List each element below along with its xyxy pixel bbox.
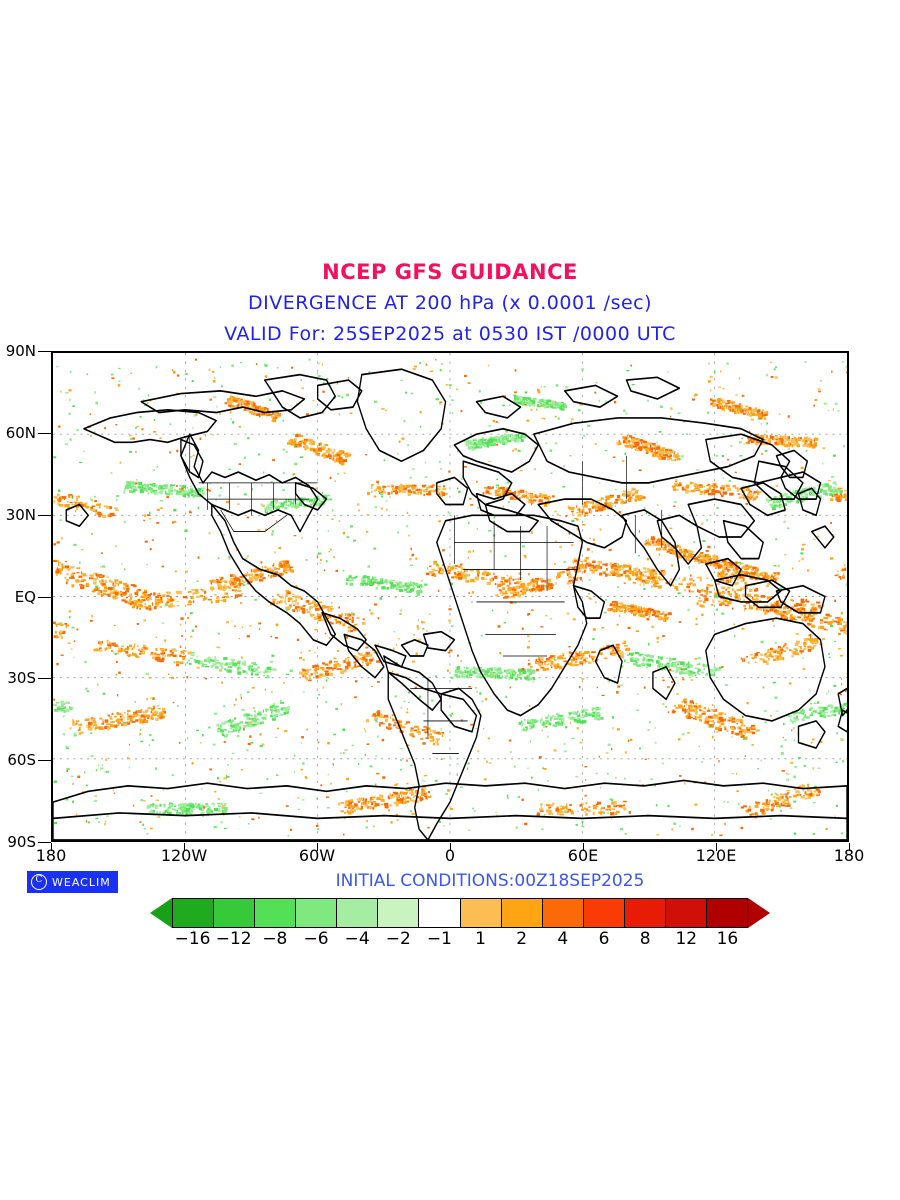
x-axis-tick (317, 843, 318, 851)
x-axis-tick (51, 843, 52, 851)
colorbar-tick-label: −6 (303, 929, 329, 949)
valid-time-label: VALID For: 25SEP2025 at 0530 IST /0000 U… (224, 323, 676, 345)
x-axis-label: 0 (444, 846, 456, 865)
colorbar-segment (541, 898, 583, 928)
colorbar-tick-label: 6 (598, 929, 610, 949)
colorbar-segment (172, 898, 214, 928)
colorbar-segment (623, 898, 665, 928)
colorbar-over-arrow (748, 898, 770, 928)
colorbar-tick-label: −4 (344, 929, 370, 949)
x-axis-tick (450, 843, 451, 851)
colorbar-tick-label: 8 (639, 929, 651, 949)
map-plot-area (51, 351, 849, 842)
copyright-icon: C (31, 874, 47, 890)
y-axis-tick (38, 678, 51, 680)
y-axis-label: 90S (7, 833, 36, 851)
x-axis-label: 180 (833, 846, 865, 865)
colorbar-tick-label: −16 (174, 929, 211, 949)
y-axis-label: 90N (5, 342, 36, 360)
colorbar-tick-label: −12 (215, 929, 252, 949)
colorbar-segment (582, 898, 624, 928)
colorbar-tick-labels: −16 −12 −8 −6 −4 −2 −1 1 2 4 6 8 12 16 (150, 929, 770, 953)
coastlines (53, 368, 847, 840)
colorbar-tick-label: 4 (557, 929, 569, 949)
colorbar-segment (706, 898, 749, 928)
colorbar-tick-label: 16 (716, 929, 739, 949)
colorbar-segment (336, 898, 378, 928)
colorbar-segment (459, 898, 501, 928)
colorbar: −16 −12 −8 −6 −4 −2 −1 1 2 4 6 8 12 16 (150, 898, 770, 954)
x-axis-label: 120W (160, 846, 208, 865)
colorbar-segments (172, 898, 749, 928)
y-axis-tick (38, 514, 51, 516)
colorbar-segment (254, 898, 296, 928)
colorbar-tick-label: 12 (675, 929, 698, 949)
y-axis-tick (38, 760, 51, 762)
colorbar-under-arrow (150, 898, 172, 928)
colorbar-tick-label: −8 (262, 929, 288, 949)
x-axis-label: 60E (567, 846, 599, 865)
x-axis-label: 180 (35, 846, 67, 865)
y-axis-tick (38, 596, 51, 598)
weaclim-label: WEACLIM (52, 875, 111, 889)
y-axis-label: 60N (5, 423, 36, 442)
y-axis-tick (38, 842, 51, 843)
world-map (53, 353, 847, 840)
colorbar-tick-label: 1 (475, 929, 486, 949)
x-axis-tick (849, 843, 850, 851)
initial-conditions-label: INITIAL CONDITIONS:00Z18SEP2025 (335, 871, 645, 891)
chart-subtitle: DIVERGENCE AT 200 hPa (x 0.0001 /sec) (247, 292, 653, 314)
x-axis-tick (716, 843, 717, 851)
y-axis-label: EQ (14, 587, 36, 606)
colorbar-segment (418, 898, 460, 928)
x-axis-tick (184, 843, 185, 851)
x-axis-label: 120E (695, 846, 737, 865)
y-axis-label: 30N (5, 505, 36, 524)
page-title: NCEP GFS GUIDANCE (322, 260, 578, 284)
colorbar-segment (295, 898, 337, 928)
x-axis-tick (583, 843, 584, 851)
y-axis-label: 30S (7, 669, 36, 688)
y-axis-tick (38, 432, 51, 434)
country-borders (189, 434, 663, 754)
weaclim-logo: C WEACLIM (27, 871, 118, 893)
colorbar-segment (500, 898, 542, 928)
colorbar-tick-label: −1 (426, 929, 452, 949)
colorbar-tick-label: 2 (516, 929, 528, 949)
y-axis-tick (38, 351, 51, 352)
colorbar-segment (213, 898, 255, 928)
colorbar-tick-label: −2 (385, 929, 411, 949)
colorbar-segment (377, 898, 419, 928)
x-axis-label: 60W (298, 846, 336, 865)
colorbar-segment (664, 898, 707, 928)
y-axis-label: 60S (7, 751, 36, 770)
